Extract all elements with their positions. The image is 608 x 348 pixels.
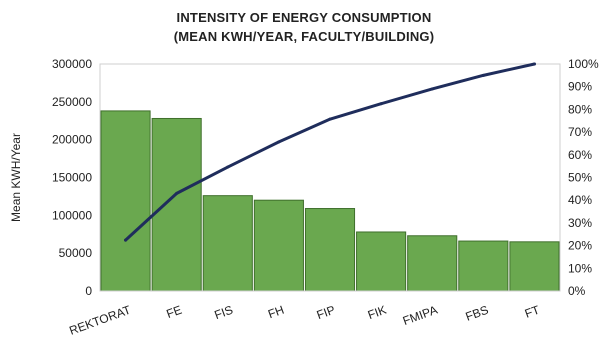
bar-fbs	[458, 240, 509, 292]
bar-fmipa	[407, 235, 458, 292]
bar-fip	[304, 208, 356, 292]
x-axis-tick-label: FIK	[366, 303, 388, 323]
bar-fe	[151, 117, 202, 292]
x-axis-tick-label: FMIPA	[401, 303, 439, 328]
x-axis-tick-label: FIP	[315, 303, 337, 323]
right-axis-tick-label: 20%	[568, 239, 592, 253]
bar-rektorat	[100, 110, 151, 292]
right-axis-tick-label: 80%	[568, 102, 592, 116]
x-axis-tick-label: FT	[523, 302, 542, 320]
cumulative-point-fik	[379, 102, 383, 106]
cumulative-line-series	[124, 62, 536, 242]
bar-fik	[356, 231, 407, 292]
left-axis-tick-label: 250000	[52, 95, 92, 109]
cumulative-point-fbs	[481, 73, 485, 77]
right-axis-tick-label: 60%	[568, 148, 592, 162]
bar-ft	[509, 241, 560, 292]
x-axis-tick-label: FH	[266, 303, 286, 322]
x-axis-tick-label: FBS	[464, 303, 491, 324]
bar-fh	[253, 199, 304, 292]
right-axis-tick-label: 0%	[568, 284, 586, 298]
x-axis-tick-label: REKTORAT	[67, 302, 133, 337]
cumulative-point-fh	[277, 140, 281, 144]
left-axis-tick-label: 200000	[52, 133, 92, 147]
right-axis-tick-label: 70%	[568, 125, 592, 139]
x-axis-ticks: REKTORAT FE FIS FH FIP FIK FMIPA FBS FT	[67, 302, 542, 337]
right-axis-tick-label: 10%	[568, 261, 592, 275]
x-axis-tick-label: FE	[164, 303, 183, 321]
plot-area-frame	[99, 63, 561, 292]
left-axis-tick-label: 100000	[52, 208, 92, 222]
cumulative-point-ft	[532, 62, 536, 66]
right-axis-tick-label: 90%	[568, 80, 592, 94]
y-axis-label: Mean KWH/Year	[9, 133, 23, 222]
left-axis-tick-label: 50000	[59, 246, 93, 260]
cumulative-point-fmipa	[430, 87, 434, 91]
cumulative-point-rektorat	[124, 238, 128, 242]
cumulative-point-fip	[328, 117, 332, 121]
left-axis-tick-label: 0	[85, 284, 92, 298]
cumulative-point-fis	[226, 165, 230, 169]
x-axis-tick-label: FIS	[212, 303, 234, 323]
left-axis-tick-label: 300000	[52, 57, 92, 71]
chart-subtitle: (MEAN KWH/YEAR, FACULTY/BUILDING)	[173, 29, 435, 44]
right-axis-tick-label: 40%	[568, 193, 592, 207]
right-axis-tick-label: 100%	[568, 57, 599, 71]
bar-series	[100, 110, 560, 292]
right-axis-tick-label: 50%	[568, 171, 592, 185]
left-axis-ticks: 0 50000 100000 150000 200000 250000 300000	[52, 57, 92, 298]
cumulative-point-fe	[175, 191, 179, 195]
right-axis-tick-label: 30%	[568, 216, 592, 230]
bar-fis	[202, 195, 253, 292]
chart-title: INTENSITY OF ENERGY CONSUMPTION	[176, 10, 432, 25]
left-axis-tick-label: 150000	[52, 171, 92, 185]
right-axis-ticks: 0% 10% 20% 30% 40% 50% 60% 70% 80% 90% 100%	[568, 57, 599, 298]
